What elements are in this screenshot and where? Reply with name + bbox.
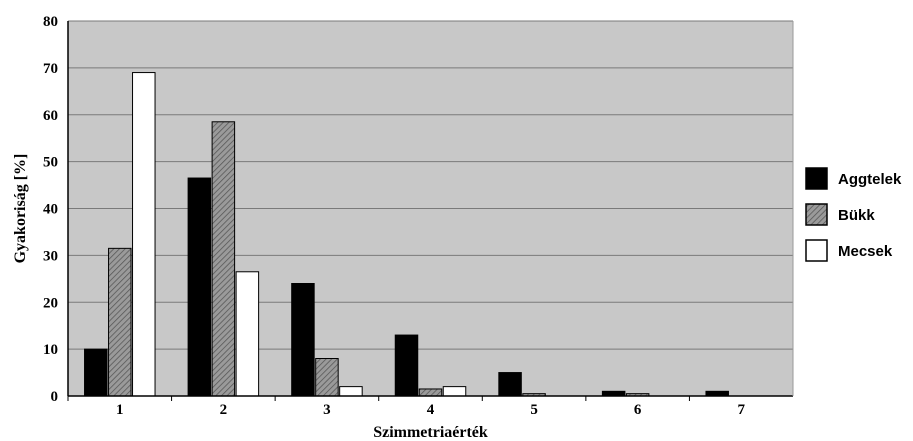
bar-bükk-1	[108, 247, 132, 397]
legend: Aggtelek Bükk Mecsek	[805, 167, 902, 262]
x-tick-label: 4	[427, 402, 435, 418]
y-tick-label: 40	[43, 202, 58, 218]
bar-mecsek-3	[339, 386, 363, 397]
bar-aggtelek-1	[84, 348, 108, 397]
bar-bükk-2	[211, 121, 236, 397]
y-tick-label: 10	[43, 342, 58, 358]
bar-bükk-3	[315, 358, 339, 397]
bar-mecsek-2	[235, 271, 260, 397]
y-tick-label: 30	[43, 248, 58, 264]
bar-bükk-4	[418, 388, 443, 397]
bar-aggtelek-2	[187, 177, 212, 397]
bar-mecsek-1	[132, 72, 156, 397]
legend-label-bükk: Bükk	[838, 207, 875, 224]
x-tick-label: 1	[116, 402, 124, 418]
y-tick-labels: 0 10 20 30 40 50 60 70 80	[43, 14, 58, 405]
x-tick-label: 3	[323, 402, 331, 418]
y-tick-label: 20	[43, 295, 58, 311]
bar-mecsek-4	[442, 386, 467, 397]
x-tick-label: 5	[530, 402, 538, 418]
x-tick-label: 2	[220, 402, 228, 418]
x-tick-labels: 1 2 3 4 5 6 7	[116, 402, 745, 418]
legend-label-mecsek: Mecsek	[838, 243, 893, 260]
bar-aggtelek-3	[291, 283, 315, 397]
legend-swatch-bükk	[805, 203, 828, 226]
bar-aggtelek-4	[394, 334, 419, 397]
bar-aggtelek-5	[498, 372, 522, 397]
legend-swatch-aggtelek	[805, 167, 828, 190]
y-tick-label: 50	[43, 155, 58, 171]
x-tick-label: 6	[634, 402, 642, 418]
legend-label-aggtelek: Aggtelek	[838, 171, 902, 188]
y-tick-label: 60	[43, 108, 58, 124]
x-tick-label: 7	[737, 402, 745, 418]
legend-swatch-mecsek	[805, 239, 828, 262]
x-axis-title: Szimmetriaérték	[373, 424, 488, 441]
y-tick-label: 80	[43, 14, 58, 30]
y-tick-label: 0	[51, 389, 59, 405]
axes	[67, 21, 794, 401]
y-axis-title: Gyakoriság [%]	[12, 154, 29, 264]
y-tick-label: 70	[43, 61, 58, 77]
